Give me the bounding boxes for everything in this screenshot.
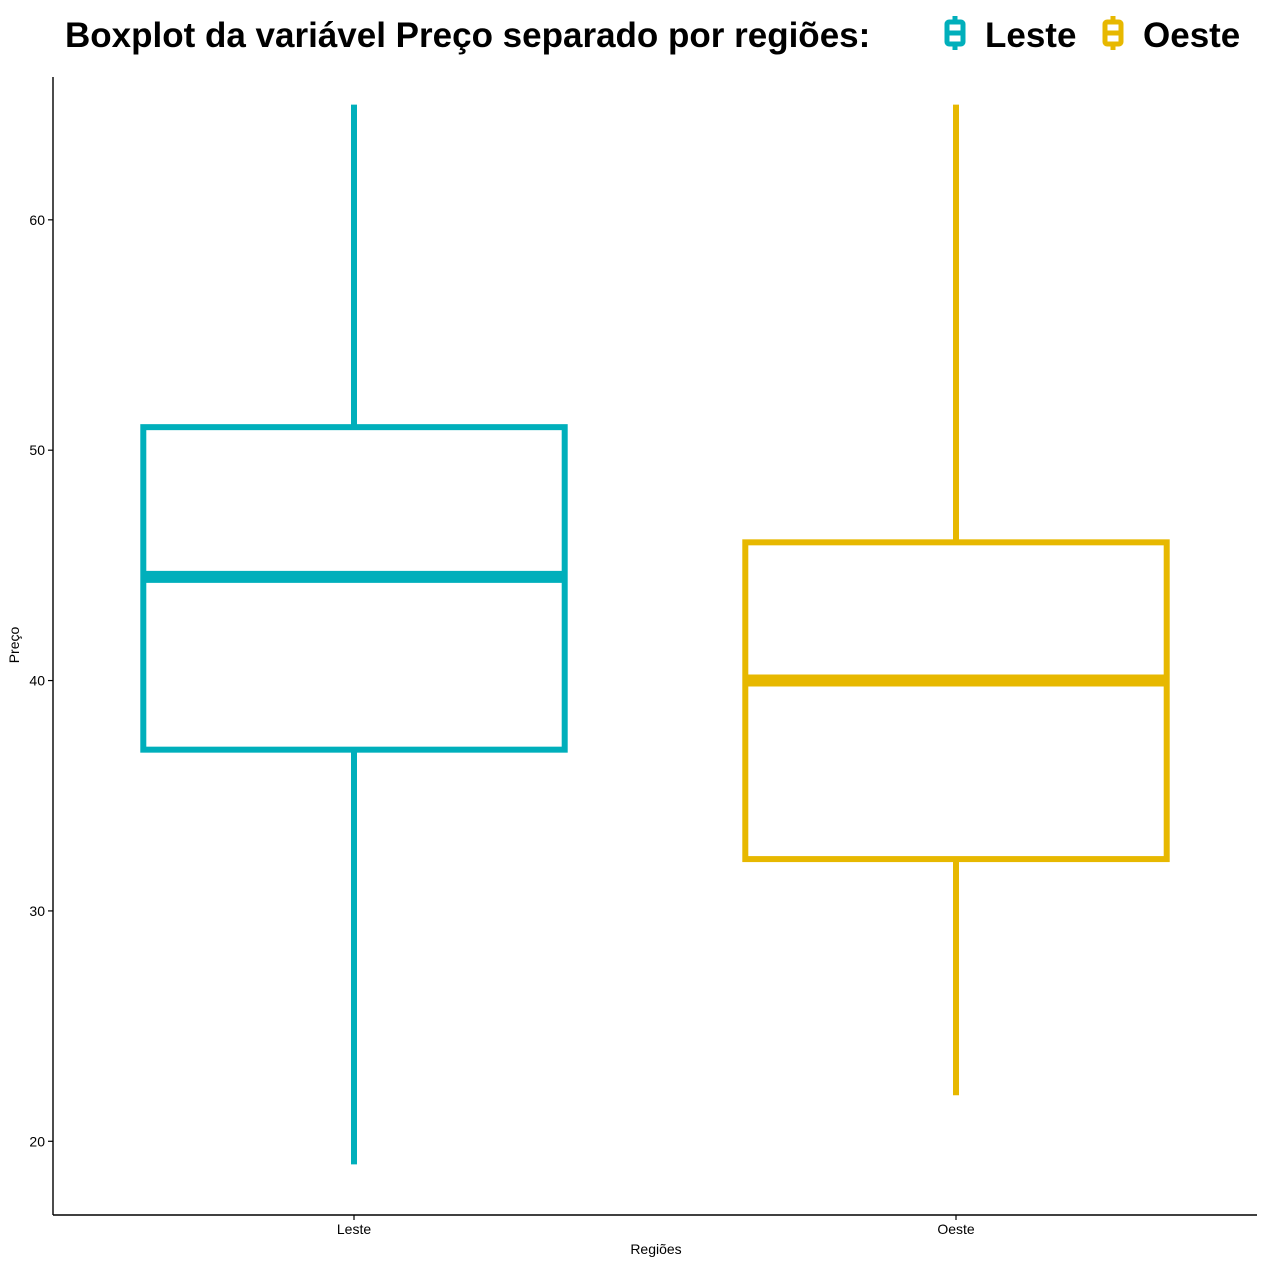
x-axis-ticks: Leste Oeste xyxy=(337,1215,975,1237)
iqr-box xyxy=(742,539,1170,863)
box-leste xyxy=(140,104,568,1165)
x-axis-title: Regiões xyxy=(630,1241,681,1257)
legend: Leste Oeste xyxy=(944,16,1240,55)
legend-key-leste xyxy=(944,16,966,50)
legend-label-leste: Leste xyxy=(985,16,1076,55)
y-axis-ticks: 20 30 40 50 60 xyxy=(29,212,53,1149)
legend-key-oeste xyxy=(1102,16,1124,50)
legend-label-oeste: Oeste xyxy=(1143,16,1240,55)
x-tick-label: Oeste xyxy=(937,1221,975,1237)
y-tick-label: 60 xyxy=(29,212,45,228)
y-tick-label: 50 xyxy=(29,442,45,458)
y-axis-title: Preço xyxy=(6,627,22,664)
y-tick-label: 30 xyxy=(29,903,45,919)
box-series xyxy=(140,104,1170,1165)
y-tick-label: 40 xyxy=(29,673,45,689)
box-oeste xyxy=(742,104,1170,1096)
iqr-box xyxy=(140,424,568,753)
x-tick-label: Leste xyxy=(337,1221,371,1237)
chart-title: Boxplot da variável Preço separado por r… xyxy=(65,16,870,55)
y-tick-label: 20 xyxy=(29,1133,45,1149)
